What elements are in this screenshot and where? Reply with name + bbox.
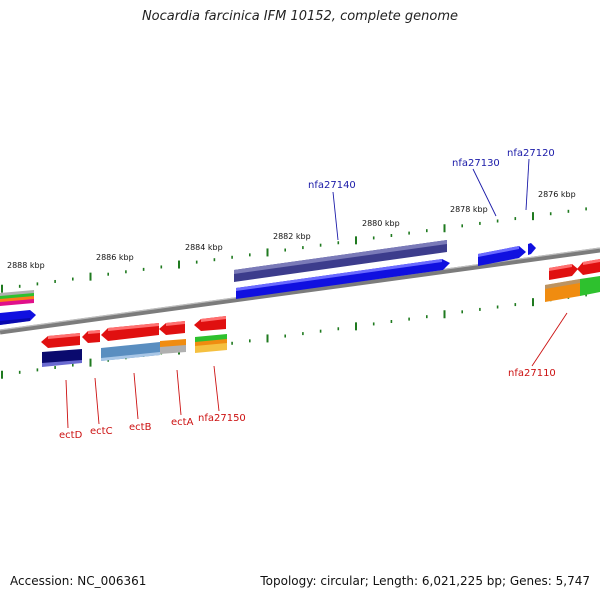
label-nfa27140[interactable]: nfa27140 xyxy=(308,180,356,191)
tick-label: 2888 kbp xyxy=(7,261,45,270)
leader-nfa27150 xyxy=(213,365,220,412)
tick-label: 2876 kbp xyxy=(538,190,576,199)
leader-ectD xyxy=(65,379,69,429)
leader-ectA xyxy=(176,369,182,416)
tick-label: 2886 kbp xyxy=(96,253,134,262)
genome-backbone xyxy=(0,247,600,335)
leader-nfa27120 xyxy=(525,158,530,211)
label-nfa27150[interactable]: nfa27150 xyxy=(198,413,246,424)
label-ectB[interactable]: ectB xyxy=(129,422,152,433)
gene-ectD[interactable] xyxy=(41,333,82,367)
gene-nfa27120[interactable] xyxy=(528,243,536,255)
accession-text: Accession: NC_006361 xyxy=(10,574,147,588)
label-nfa27130[interactable]: nfa27130 xyxy=(452,158,500,169)
tick-label: 2884 kbp xyxy=(185,243,223,252)
forward-tick-row xyxy=(1,207,587,293)
label-ectC[interactable]: ectC xyxy=(90,426,113,437)
leader-nfa27130 xyxy=(472,168,497,217)
gene-ectC[interactable] xyxy=(82,330,100,343)
gene-nfa27130[interactable] xyxy=(478,246,526,266)
tick-label: 2878 kbp xyxy=(450,205,488,214)
gene-ectB[interactable] xyxy=(101,323,160,361)
label-nfa27120[interactable]: nfa27120 xyxy=(507,148,555,159)
leader-ectB xyxy=(133,372,139,420)
genome-summary-text: Topology: circular; Length: 6,021,225 bp… xyxy=(260,574,590,588)
gene-nfa27140[interactable] xyxy=(234,240,450,299)
leader-ectC xyxy=(94,377,100,425)
map-title: Nocardia farcinica IFM 10152, complete g… xyxy=(141,9,459,24)
label-nfa27110[interactable]: nfa27110 xyxy=(508,368,556,379)
leader-nfa27110 xyxy=(531,312,568,367)
gene-nfa27110[interactable] xyxy=(545,276,600,302)
gene-stack-left-edge[interactable] xyxy=(0,290,36,325)
leader-nfa27140 xyxy=(332,191,339,241)
label-ectD[interactable]: ectD xyxy=(59,430,83,441)
tick-label: 2882 kbp xyxy=(273,232,311,241)
gene-nfa27150[interactable] xyxy=(194,316,227,353)
tick-label: 2880 kbp xyxy=(362,219,400,228)
gene-ectA[interactable] xyxy=(159,321,186,354)
gene-right-edge-red[interactable] xyxy=(549,259,600,280)
label-ectA[interactable]: ectA xyxy=(171,417,194,428)
